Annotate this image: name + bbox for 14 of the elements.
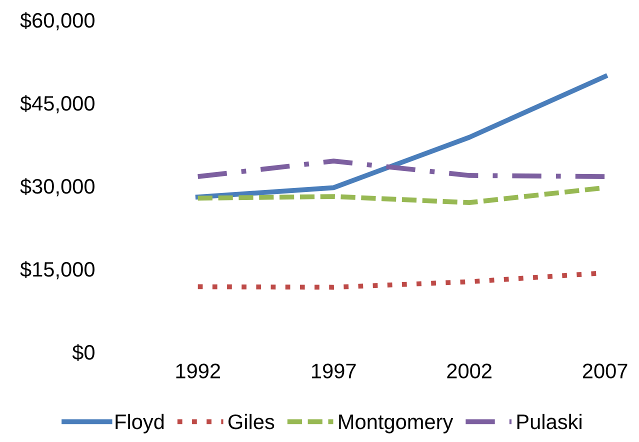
line-series bbox=[195, 74, 608, 200]
x-tick-label: 1997 bbox=[312, 364, 356, 378]
legend-label: Floyd bbox=[116, 414, 164, 434]
legend-label: Pulaski bbox=[517, 414, 582, 430]
x-tick-label: 2007 bbox=[582, 364, 628, 378]
y-tick-label: $30,000 bbox=[20, 178, 94, 196]
legend-label: Montgomery bbox=[339, 414, 454, 434]
x-tick-label: 2002 bbox=[447, 364, 492, 378]
y-tick-label: $15,000 bbox=[20, 261, 94, 280]
x-tick-label: 1992 bbox=[176, 364, 220, 378]
y-tick-label: $0 bbox=[72, 344, 94, 361]
y-tick-label: $45,000 bbox=[20, 95, 94, 114]
legend-label: Giles bbox=[228, 414, 274, 430]
y-tick-label: $60,000 bbox=[20, 12, 94, 30]
